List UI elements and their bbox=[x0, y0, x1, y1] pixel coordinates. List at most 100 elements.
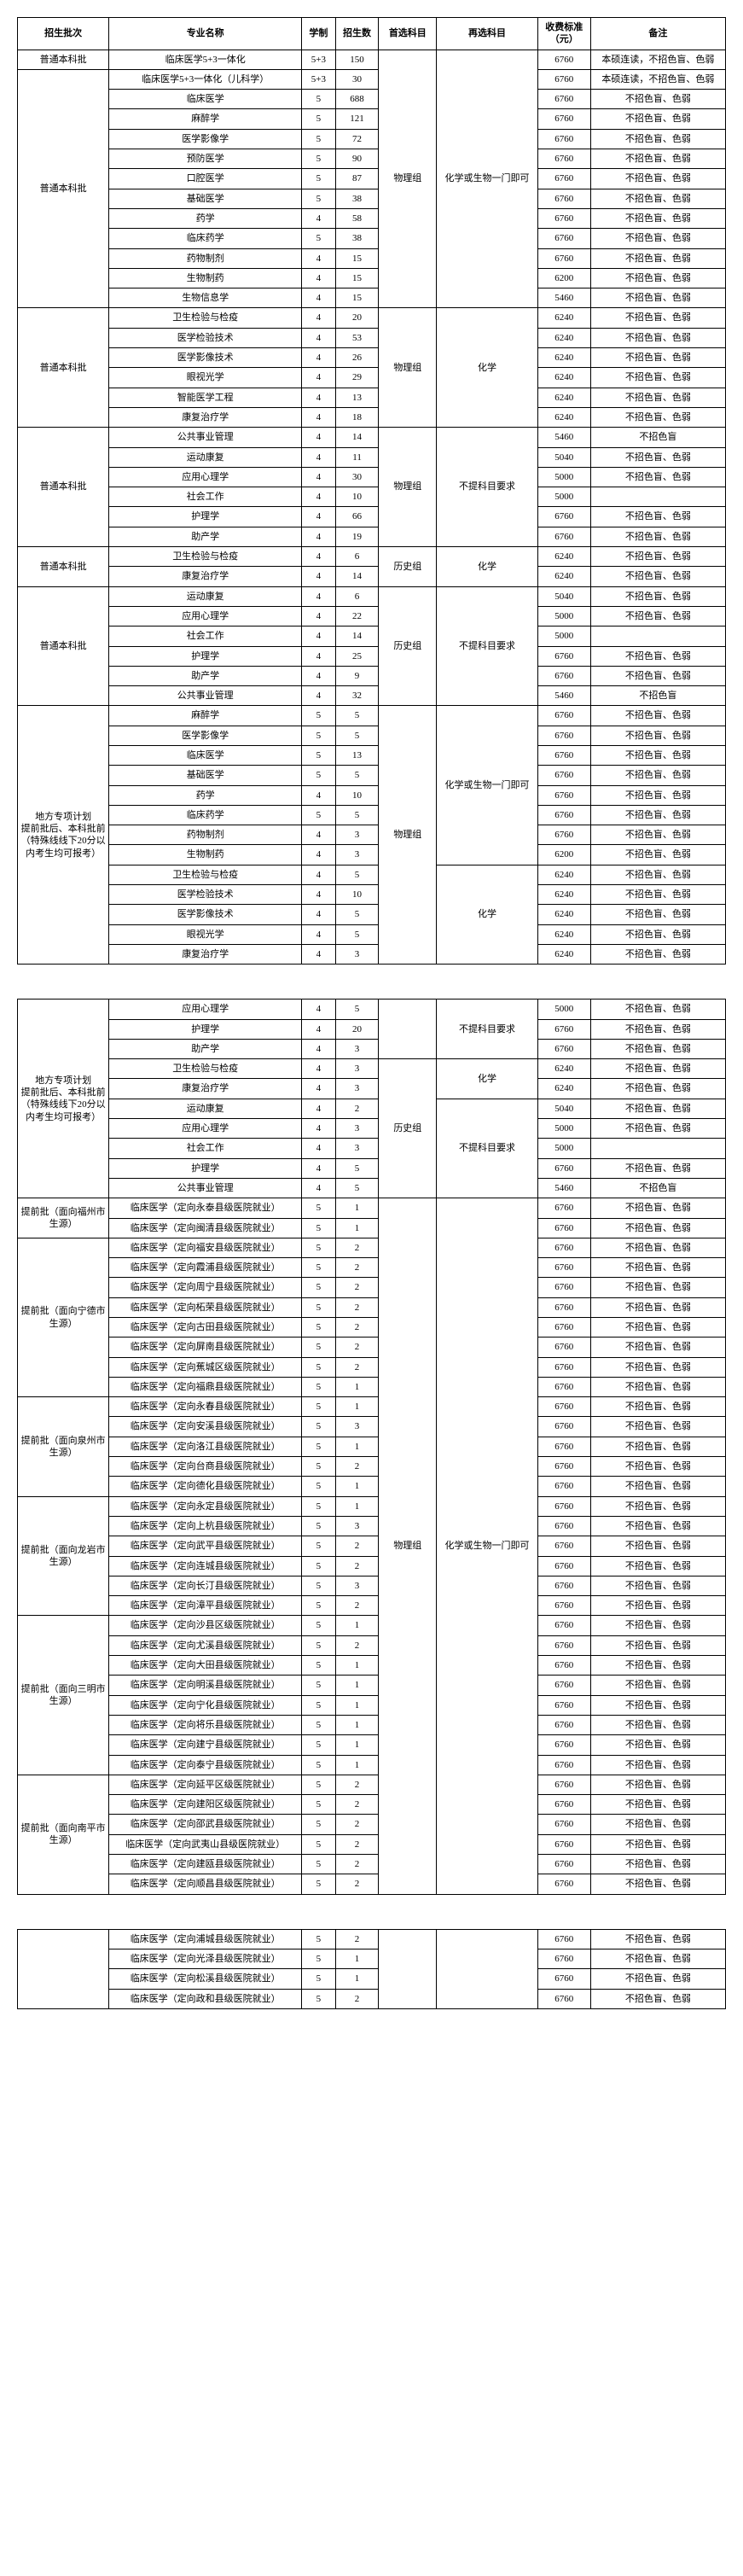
xuezhi-cell: 5 bbox=[302, 109, 336, 129]
major-cell: 临床医学（定向霞浦县级医院就业） bbox=[109, 1258, 302, 1278]
batch-cell: 提前批（面向宁德市生源） bbox=[18, 1238, 109, 1396]
note-cell: 不招色盲、色弱 bbox=[590, 229, 725, 248]
sub2-cell: 不提科目要求 bbox=[437, 1000, 538, 1059]
table-row: 临床医学（定向福鼎县级医院就业）516760不招色盲、色弱 bbox=[18, 1377, 726, 1396]
xuezhi-cell: 5 bbox=[302, 229, 336, 248]
major-cell: 临床医学（定向邵武县级医院就业） bbox=[109, 1815, 302, 1834]
xuezhi-cell: 4 bbox=[302, 288, 336, 308]
sub2-cell: 化学 bbox=[437, 308, 538, 428]
table-row: 护理学4256760不招色盲、色弱 bbox=[18, 646, 726, 666]
num-cell: 30 bbox=[335, 69, 379, 89]
table-row: 普通本科批卫生检验与检疫420物理组化学6240不招色盲、色弱 bbox=[18, 308, 726, 328]
table-row: 提前批（面向龙岩市生源）临床医学（定向永定县级医院就业）516760不招色盲、色… bbox=[18, 1496, 726, 1516]
table-row: 临床医学（定向光泽县级医院就业）516760不招色盲、色弱 bbox=[18, 1949, 726, 1968]
major-cell: 临床医学（定向福安县级医院就业） bbox=[109, 1238, 302, 1257]
table-row: 临床医学（定向屏南县级医院就业）526760不招色盲、色弱 bbox=[18, 1338, 726, 1357]
major-cell: 医学影像学 bbox=[109, 726, 302, 745]
xuezhi-cell: 5+3 bbox=[302, 69, 336, 89]
table-row: 临床医学（定向德化县级医院就业）516760不招色盲、色弱 bbox=[18, 1477, 726, 1496]
table-row: 康复治疗学436240不招色盲、色弱 bbox=[18, 944, 726, 964]
major-cell: 眼视光学 bbox=[109, 924, 302, 944]
sub2-cell: 化学或生物一门即可 bbox=[437, 1198, 538, 1894]
table-row: 基础医学556760不招色盲、色弱 bbox=[18, 766, 726, 785]
major-cell: 临床医学（定向福鼎县级医院就业） bbox=[109, 1377, 302, 1396]
fee-cell: 6760 bbox=[537, 109, 590, 129]
header-batch: 招生批次 bbox=[18, 18, 109, 50]
sub2-cell: 化学 bbox=[437, 1059, 538, 1099]
enrollment-table-2: 地方专项计划提前批后、本科批前（特殊线线下20分以内考生均可报考）应用心理学45… bbox=[17, 999, 726, 1894]
major-cell: 医学检验技术 bbox=[109, 885, 302, 905]
major-cell: 临床医学（定向松溪县级医院就业） bbox=[109, 1969, 302, 1989]
fee-cell: 5460 bbox=[537, 288, 590, 308]
table-row: 社会工作4105000 bbox=[18, 487, 726, 507]
note-cell: 不招色盲、色弱 bbox=[590, 90, 725, 109]
table-row: 应用心理学4225000不招色盲、色弱 bbox=[18, 606, 726, 626]
table-row: 社会工作435000 bbox=[18, 1139, 726, 1158]
major-cell: 临床医学（定向泰宁县级医院就业） bbox=[109, 1755, 302, 1775]
table-row: 临床医学（定向建阳区级医院就业）526760不招色盲、色弱 bbox=[18, 1795, 726, 1815]
major-cell: 临床医学（定向将乐县级医院就业） bbox=[109, 1715, 302, 1734]
major-cell: 运动康复 bbox=[109, 447, 302, 467]
major-cell: 临床药学 bbox=[109, 805, 302, 825]
table-row: 普通本科批运动康复46历史组不提科目要求5040不招色盲、色弱 bbox=[18, 586, 726, 606]
table-row: 提前批（面向福州市生源）临床医学（定向永泰县级医院就业）51物理组化学或生物一门… bbox=[18, 1198, 726, 1218]
table-row: 社会工作4145000 bbox=[18, 627, 726, 646]
num-cell: 38 bbox=[335, 189, 379, 208]
xuezhi-cell: 4 bbox=[302, 208, 336, 228]
sub2-cell: 不提科目要求 bbox=[437, 586, 538, 706]
major-cell: 基础医学 bbox=[109, 189, 302, 208]
xuezhi-cell: 4 bbox=[302, 268, 336, 288]
table-row: 临床医学（定向武平县级医院就业）526760不招色盲、色弱 bbox=[18, 1536, 726, 1556]
major-cell: 临床医学（定向宁化县级医院就业） bbox=[109, 1695, 302, 1715]
batch-cell: 地方专项计划提前批后、本科批前（特殊线线下20分以内考生均可报考） bbox=[18, 1000, 109, 1198]
table-row: 医学检验技术4536240不招色盲、色弱 bbox=[18, 328, 726, 347]
major-cell: 临床医学（定向永定县级医院就业） bbox=[109, 1496, 302, 1516]
sub1-cell: 物理组 bbox=[379, 1198, 437, 1894]
major-cell: 临床医学（定向台商县级医院就业） bbox=[109, 1457, 302, 1477]
major-cell: 助产学 bbox=[109, 666, 302, 685]
sub1-cell: 历史组 bbox=[379, 1059, 437, 1198]
major-cell: 助产学 bbox=[109, 1039, 302, 1058]
note-cell: 不招色盲、色弱 bbox=[590, 268, 725, 288]
table-row: 药学4106760不招色盲、色弱 bbox=[18, 785, 726, 805]
table-row: 医学检验技术4106240不招色盲、色弱 bbox=[18, 885, 726, 905]
major-cell: 临床医学（定向大田县级医院就业） bbox=[109, 1656, 302, 1676]
table-row: 临床医学（定向尤溪县级医院就业）526760不招色盲、色弱 bbox=[18, 1635, 726, 1655]
num-cell: 72 bbox=[335, 129, 379, 149]
table-row: 护理学456760不招色盲、色弱 bbox=[18, 1158, 726, 1178]
major-cell: 临床药学 bbox=[109, 229, 302, 248]
major-cell: 临床医学（定向蕉城区级医院就业） bbox=[109, 1357, 302, 1377]
major-cell: 药学 bbox=[109, 208, 302, 228]
sub2-cell: 不提科目要求 bbox=[437, 428, 538, 547]
major-cell: 应用心理学 bbox=[109, 1000, 302, 1019]
major-cell: 公共事业管理 bbox=[109, 686, 302, 706]
major-cell: 护理学 bbox=[109, 507, 302, 527]
table-row: 临床医学（定向顺昌县级医院就业）526760不招色盲、色弱 bbox=[18, 1874, 726, 1894]
table-row: 麻醉学51216760不招色盲、色弱 bbox=[18, 109, 726, 129]
fee-cell: 6760 bbox=[537, 169, 590, 189]
sub2-cell: 化学 bbox=[437, 547, 538, 587]
major-cell: 医学影像技术 bbox=[109, 348, 302, 368]
xuezhi-cell: 5 bbox=[302, 129, 336, 149]
major-cell: 药物制剂 bbox=[109, 825, 302, 845]
batch-cell: 提前批（面向龙岩市生源） bbox=[18, 1496, 109, 1616]
table-row: 药物制剂4156760不招色盲、色弱 bbox=[18, 248, 726, 268]
major-cell: 临床医学（定向安溪县级医院就业） bbox=[109, 1417, 302, 1437]
major-cell: 临床医学（定向闽清县级医院就业） bbox=[109, 1218, 302, 1238]
xuezhi-cell: 5+3 bbox=[302, 50, 336, 69]
major-cell: 临床医学（定向明溪县级医院就业） bbox=[109, 1676, 302, 1695]
batch-cell: 提前批（面向福州市生源） bbox=[18, 1198, 109, 1238]
major-cell: 临床医学 bbox=[109, 745, 302, 765]
header-num: 招生数 bbox=[335, 18, 379, 50]
major-cell: 临床医学（定向漳平县级医院就业） bbox=[109, 1596, 302, 1616]
table-row: 运动康复4115040不招色盲、色弱 bbox=[18, 447, 726, 467]
fee-cell: 6760 bbox=[537, 189, 590, 208]
major-cell: 卫生检验与检疫 bbox=[109, 547, 302, 567]
batch-cell: 提前批（面向南平市生源） bbox=[18, 1775, 109, 1894]
major-cell: 临床医学（定向上杭县级医院就业） bbox=[109, 1516, 302, 1536]
num-cell: 15 bbox=[335, 288, 379, 308]
table-row: 助产学436760不招色盲、色弱 bbox=[18, 1039, 726, 1058]
table-row: 临床医学（定向武夷山县级医院就业）526760不招色盲、色弱 bbox=[18, 1834, 726, 1854]
table-row: 生物信息学4155460不招色盲、色弱 bbox=[18, 288, 726, 308]
major-cell: 卫生检验与检疫 bbox=[109, 1059, 302, 1079]
